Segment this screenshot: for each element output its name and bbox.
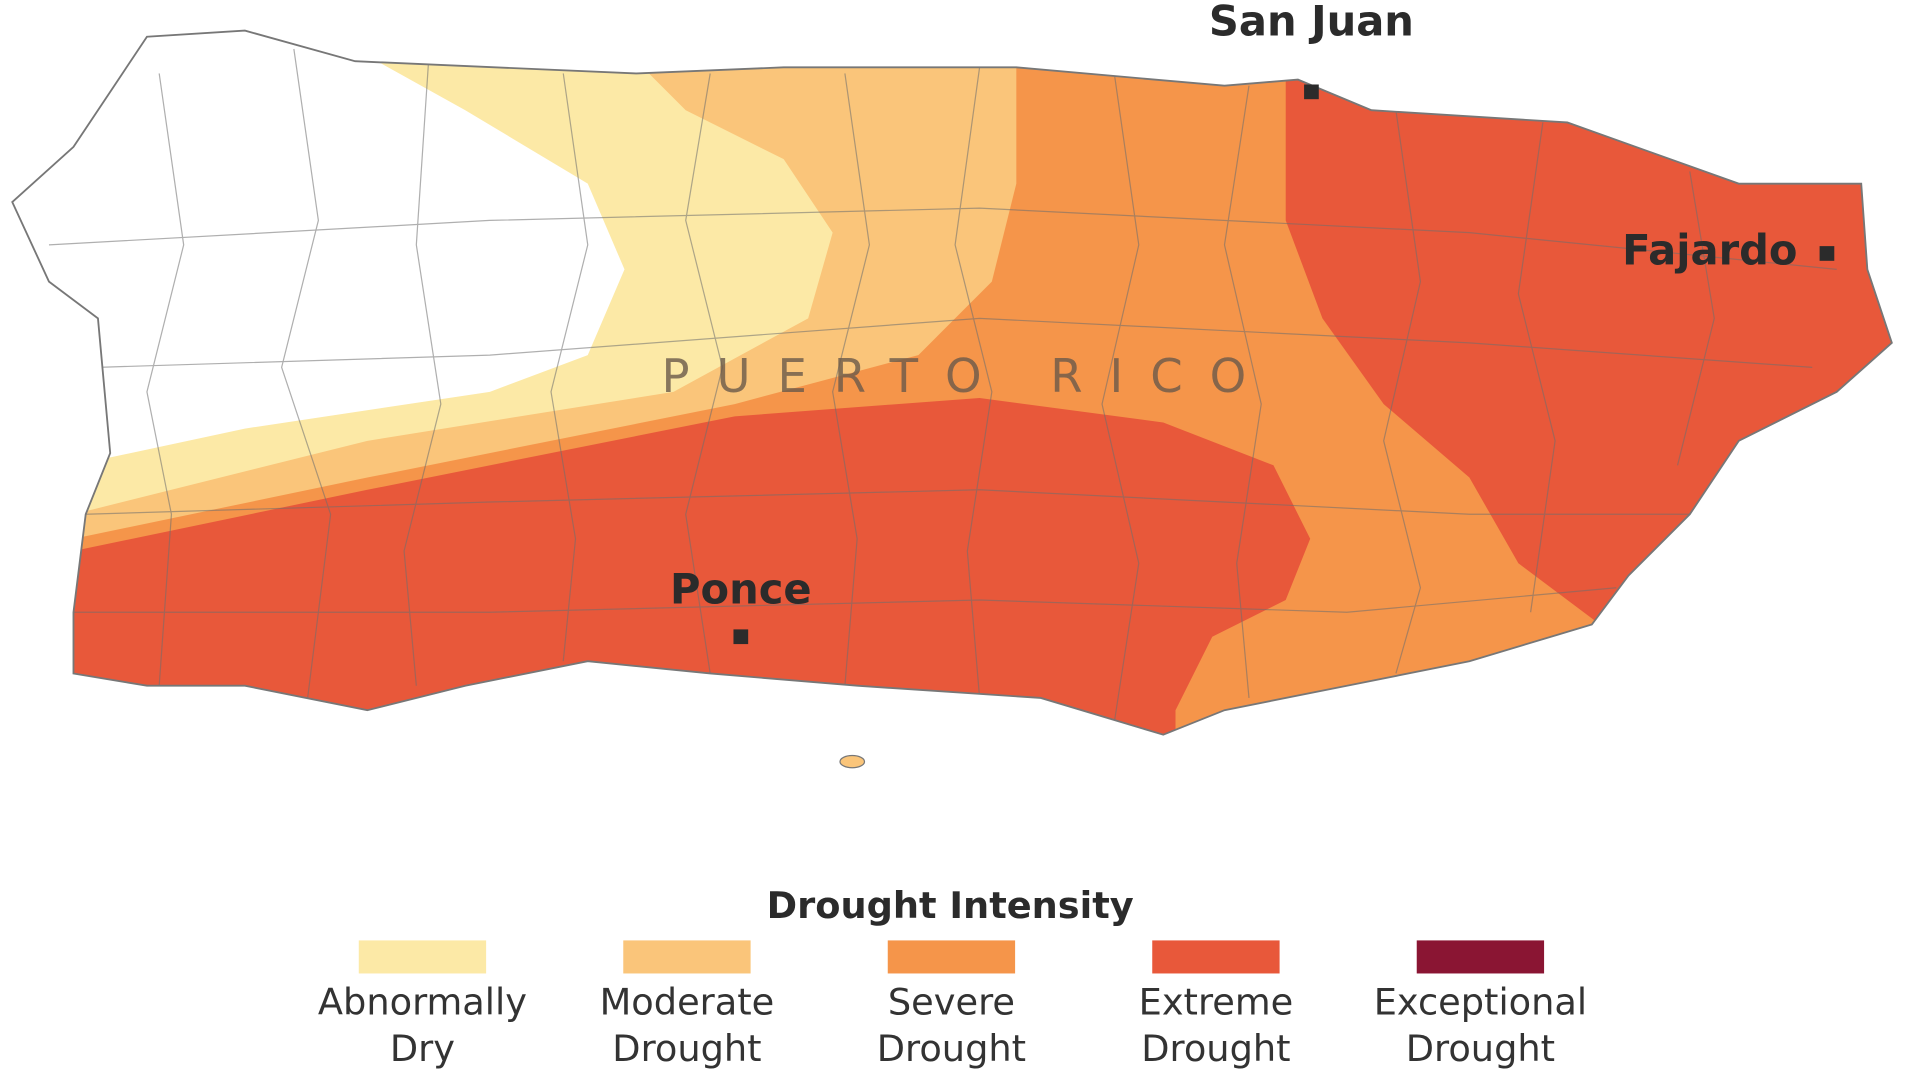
city-marker [1304, 84, 1319, 100]
legend-swatch [358, 940, 487, 974]
legend-label: Severe [888, 981, 1015, 1024]
legend-label: Dry [390, 1027, 455, 1070]
legend-swatch [623, 940, 751, 974]
drought-zones [48, 48, 1892, 735]
legend-label: Drought [877, 1027, 1026, 1070]
city-marker [1819, 246, 1835, 261]
legend: AbnormallyDryModerateDroughtSevereDrough… [318, 940, 1587, 1070]
city-label: San Juan [1209, 0, 1414, 45]
legend-label: Exceptional [1374, 981, 1587, 1024]
extreme-drought-zone [73, 397, 1311, 735]
city-marker [733, 629, 749, 645]
legend-label: Drought [1141, 1027, 1290, 1070]
islet [839, 754, 866, 769]
legend-label: Moderate [600, 981, 775, 1024]
legend-swatch [1416, 940, 1545, 974]
legend-title: Drought Intensity [767, 884, 1134, 927]
legend-label: Drought [612, 1027, 761, 1070]
municipal-borders [48, 48, 1837, 723]
island-outline [11, 29, 1893, 736]
legend-label: Abnormally [318, 981, 527, 1024]
legend-label: Extreme [1139, 981, 1294, 1024]
legend-swatch [1152, 940, 1280, 974]
region-label: PUERTO RICO [661, 349, 1273, 403]
city-label: Fajardo [1622, 225, 1797, 274]
city-label: Ponce [670, 565, 812, 614]
legend-swatch [887, 940, 1016, 974]
legend-label: Drought [1406, 1027, 1555, 1070]
